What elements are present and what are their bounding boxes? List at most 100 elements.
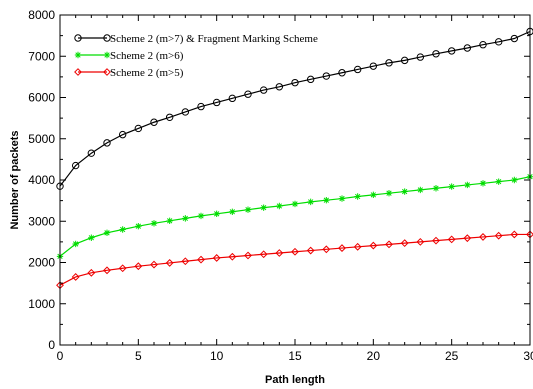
series-2-point	[150, 220, 158, 227]
y-tick-label: 2000	[28, 256, 55, 270]
series-1-point	[181, 108, 190, 116]
y-tick-label: 3000	[28, 214, 55, 228]
series-2-point	[291, 200, 299, 208]
series-2-point	[197, 212, 205, 220]
y-tick-label: 0	[48, 338, 55, 352]
series-1-point	[165, 113, 174, 122]
series-1-point	[197, 102, 205, 111]
legend-marker-3	[103, 68, 111, 76]
series-3-point	[353, 242, 362, 251]
legend-marker-2	[74, 51, 82, 59]
series-1-point	[369, 62, 378, 70]
series-1-point	[228, 94, 237, 103]
legend-marker-3	[74, 68, 82, 76]
series-2-point	[229, 208, 236, 215]
series-1-point	[400, 56, 409, 65]
series-1-point	[103, 139, 111, 147]
legend-marker-1	[103, 34, 111, 42]
series-3-point	[150, 260, 158, 269]
plot-frame	[59, 14, 531, 346]
series-2-point	[370, 191, 377, 199]
series-3-point	[447, 235, 456, 244]
series-3-point	[165, 259, 174, 267]
series-3-point	[291, 247, 299, 256]
series-1-point	[150, 118, 158, 126]
y-tick-label: 8000	[28, 8, 55, 22]
series-2-point	[72, 240, 79, 248]
y-tick-label: 5000	[28, 132, 55, 146]
series-1-point	[416, 53, 425, 61]
series-3-point	[212, 254, 221, 262]
series-1-point	[510, 34, 519, 43]
plot-area	[56, 27, 533, 290]
legend-label-1: Scheme 2 (m>7) & Fragment Marking Scheme	[110, 33, 318, 45]
series-1-point	[463, 44, 472, 52]
series-2-point	[385, 190, 393, 197]
series-1-point	[134, 124, 143, 133]
legend-marker-2	[103, 51, 111, 59]
series-2-point	[401, 188, 408, 195]
series-2-point	[213, 210, 220, 218]
series-1-point	[87, 149, 96, 157]
series-2-point	[88, 234, 95, 241]
x-tick-label: 20	[367, 349, 381, 363]
legend-marker-1	[74, 34, 82, 42]
series-1-point	[212, 98, 221, 107]
y-axis-title: Number of packets	[9, 130, 21, 229]
series-1-point	[244, 90, 252, 98]
series-3-point	[479, 233, 487, 241]
series-2-point	[307, 198, 314, 206]
series-1-point	[432, 50, 440, 58]
y-tick-label: 6000	[28, 91, 55, 105]
series-3-point	[87, 268, 96, 277]
series-2-point	[448, 183, 455, 190]
series-3-point	[510, 230, 519, 239]
series-3-point	[71, 273, 80, 281]
series-3-point	[400, 239, 409, 248]
series-3-point	[259, 250, 268, 259]
x-axis-title: Path length	[265, 374, 325, 386]
series-2-point	[103, 229, 111, 236]
series-2-point	[417, 186, 424, 194]
series-2-point	[135, 223, 142, 230]
series-3-point	[416, 237, 425, 246]
x-tick-label: 0	[57, 349, 64, 363]
series-2-point	[182, 215, 189, 222]
series-2-point	[166, 217, 173, 225]
series-1-point	[259, 86, 268, 94]
series-2-point	[260, 204, 267, 211]
x-tick-label: 30	[523, 349, 533, 363]
series-1-point	[353, 65, 362, 74]
series-2-point	[323, 197, 330, 204]
series-3-point	[369, 241, 378, 250]
series-1-point	[479, 41, 487, 49]
series-3-point	[103, 266, 111, 275]
series-3-point	[463, 234, 472, 243]
axes: 0 5 10 15 20 25 30 0 1000 2000 3000 4000 5000 6000 700…	[28, 8, 533, 363]
series-2-point	[479, 180, 487, 187]
series-2-point	[119, 226, 126, 233]
legend-label-2: Scheme 2 (m>6)	[110, 50, 184, 62]
y-tick-label: 4000	[28, 173, 55, 187]
y-tick-label: 1000	[28, 297, 55, 311]
series-3-point	[118, 264, 127, 273]
series-2-point	[511, 176, 518, 184]
series-2-point	[464, 181, 471, 189]
series-2-line	[59, 176, 531, 257]
series-1-point	[275, 83, 284, 91]
series-2-point	[432, 185, 440, 192]
series-1-point	[447, 47, 456, 55]
legend-label-3: Scheme 2 (m>5)	[110, 67, 184, 79]
series-3-point	[181, 257, 190, 266]
series-2-point	[354, 193, 361, 200]
series-2-point	[244, 206, 252, 213]
series-3-point	[432, 236, 440, 245]
series-3-point	[134, 262, 143, 271]
series-1-point	[306, 75, 315, 84]
series-1-point	[385, 59, 393, 67]
series-1-point	[71, 161, 80, 170]
series-1-point	[291, 78, 299, 87]
series-3-line	[59, 233, 530, 286]
series-2-point	[276, 202, 283, 210]
